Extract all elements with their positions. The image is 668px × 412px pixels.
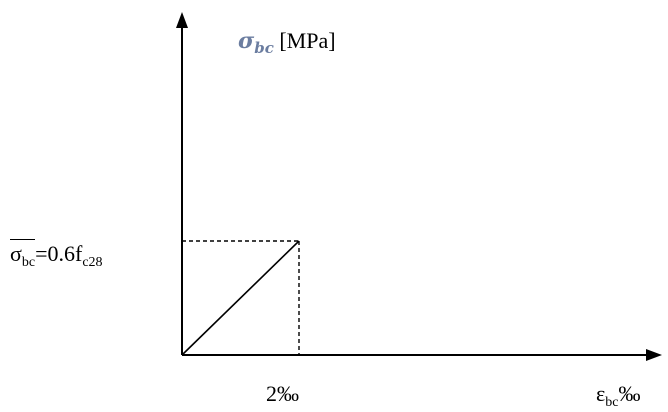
limit-stress-subscript: c28	[82, 255, 103, 270]
x-axis-unit: ‰	[618, 381, 641, 406]
y-axis-symbol: σbc	[238, 28, 274, 57]
x-axis-label: εbc‰	[596, 383, 640, 410]
limit-stress-equals: =0.6f	[35, 241, 83, 266]
x-axis-symbol: εbc	[596, 381, 619, 410]
y-axis-arrowhead	[176, 12, 188, 28]
y-axis-unit: [MPa]	[279, 28, 336, 53]
strain-tick-label: 2‰	[266, 381, 299, 406]
limit-stress-label: σbc=0.6fc28	[10, 239, 103, 270]
y-axis-label: σbc [MPa]	[238, 30, 336, 56]
x-axis-arrowhead	[646, 349, 662, 361]
limit-stress-symbol: σbc	[10, 239, 36, 270]
linear-stress-line	[181, 240, 300, 356]
